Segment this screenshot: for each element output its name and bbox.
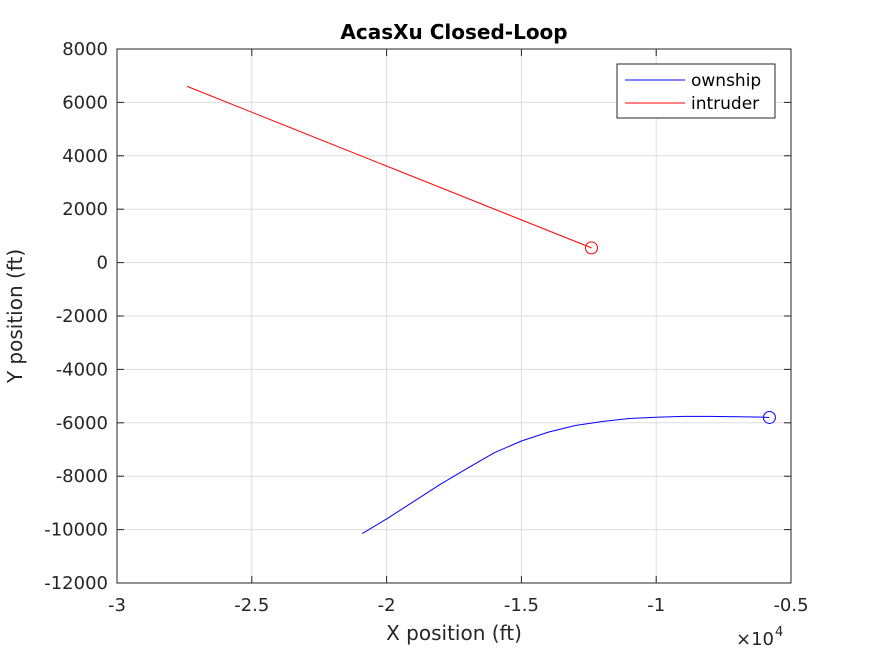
intruder-trajectory-line (186, 85, 592, 249)
y-tick-label: 8000 (62, 39, 108, 60)
x-tick-labels: -3 -2.5 -2 -1.5 -1 -0.5 (108, 595, 809, 616)
tick-marks (116, 48, 792, 584)
y-axis-label: Y position (ft) (3, 249, 27, 384)
legend: ownship intruder (616, 63, 776, 119)
x-axis-label: X position (ft) (386, 621, 522, 645)
ownship-trajectory-line (362, 415, 770, 535)
grid (116, 48, 792, 584)
x-tick-label: -2 (378, 595, 396, 616)
y-tick-label: -8000 (56, 466, 108, 487)
y-tick-label: 0 (97, 253, 108, 274)
y-tick-label: 6000 (62, 92, 108, 113)
y-tick-label: 4000 (62, 146, 108, 167)
y-tick-label: -4000 (56, 359, 108, 380)
series-layer (186, 85, 776, 535)
y-tick-label: -10000 (44, 520, 108, 541)
x-tick-label: -1 (647, 595, 665, 616)
y-tick-label: -12000 (44, 573, 108, 594)
x-tick-label: -1.5 (504, 595, 539, 616)
legend-intruder-label: intruder (691, 94, 759, 114)
x-exponent-label: ×10 4 (736, 625, 783, 650)
ownship-end-marker (762, 410, 776, 424)
y-tick-labels: -12000 -10000 -8000 -6000 -4000 -2000 0 2000 400… (44, 39, 108, 594)
y-tick-label: -2000 (56, 306, 108, 327)
x-exponent-power: 4 (775, 625, 783, 640)
x-tick-label: -3 (108, 595, 126, 616)
y-tick-label: -6000 (56, 413, 108, 434)
x-tick-label: -0.5 (773, 595, 808, 616)
legend-ownship-label: ownship (691, 71, 761, 91)
y-tick-label: 2000 (62, 199, 108, 220)
legend-box (616, 63, 776, 119)
intruder-end-marker (584, 241, 598, 255)
x-tick-label: -2.5 (234, 595, 269, 616)
chart-title: AcasXu Closed-Loop (340, 20, 567, 44)
x-exponent-base: ×10 (736, 629, 774, 650)
